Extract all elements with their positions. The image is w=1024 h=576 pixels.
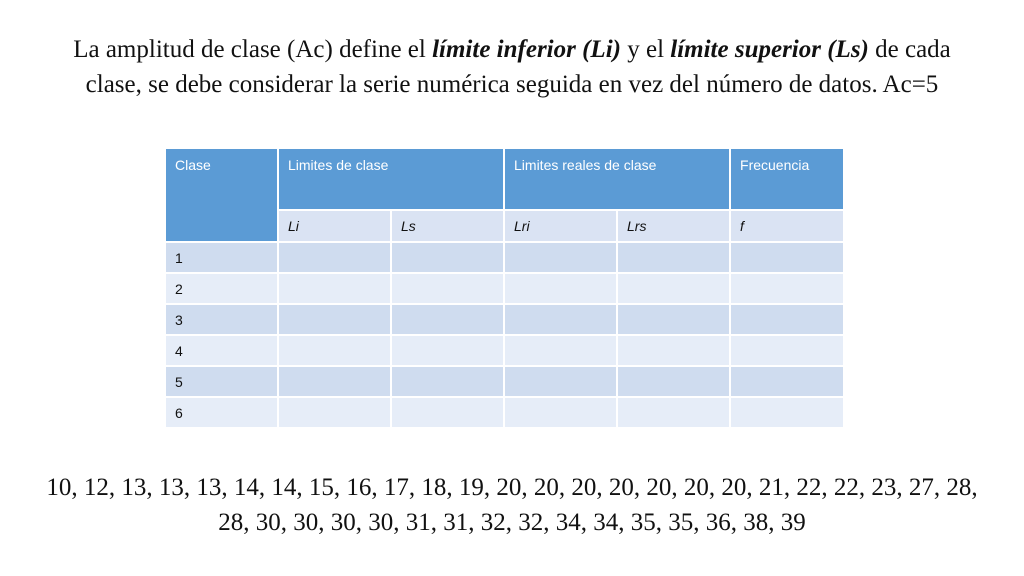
cell-lri	[503, 303, 619, 336]
cell-lri	[503, 396, 619, 429]
cell-lri	[503, 334, 619, 367]
cell-f	[729, 365, 846, 398]
table-row: 6	[164, 396, 846, 429]
heading-text-2: y el	[620, 36, 671, 63]
cell-f	[729, 334, 846, 367]
row-clase: 4	[164, 334, 279, 367]
heading-bold-limite-inferior: límite inferior (Li)	[432, 36, 621, 63]
header-limites-de-clase: Limites de clase	[276, 147, 506, 211]
cell-ls	[389, 303, 506, 336]
cell-ls	[389, 241, 506, 274]
subheader-f: f	[729, 209, 846, 243]
cell-li	[277, 365, 392, 398]
heading-text-1: La amplitud de clase (Ac) define el	[73, 36, 433, 63]
cell-ls	[389, 272, 506, 305]
table-row: 2	[164, 272, 846, 305]
table-row: 4	[164, 334, 846, 367]
cell-ls	[389, 396, 506, 429]
header-limites-reales: Limites reales de clase	[503, 147, 732, 211]
table-row: 5	[164, 365, 846, 398]
row-clase: 3	[164, 303, 279, 336]
table-header-row: Clase Limites de clase Limites reales de…	[164, 147, 846, 243]
data-series-text: 10, 12, 13, 13, 13, 14, 14, 15, 16, 17, …	[46, 474, 978, 536]
subheader-lri: Lri	[503, 209, 619, 243]
cell-lrs	[616, 365, 732, 398]
cell-lrs	[616, 272, 732, 305]
cell-f	[729, 303, 846, 336]
cell-ls	[389, 334, 506, 367]
cell-li	[277, 396, 392, 429]
cell-ls	[389, 365, 506, 398]
subheader-ls: Ls	[389, 209, 506, 243]
cell-lri	[503, 365, 619, 398]
cell-lri	[503, 272, 619, 305]
heading-text-3: de cada clase, se debe considerar la ser…	[85, 36, 951, 98]
row-clase: 1	[164, 241, 279, 274]
cell-li	[277, 272, 392, 305]
cell-f	[729, 396, 846, 429]
heading-bold-limite-superior: límite superior (Ls)	[670, 36, 869, 63]
cell-lri	[503, 241, 619, 274]
slide-heading: La amplitud de clase (Ac) define el lími…	[60, 32, 964, 102]
header-clase: Clase	[164, 147, 279, 243]
row-clase: 6	[164, 396, 279, 429]
table-row: 3	[164, 303, 846, 336]
frequency-table: Clase Limites de clase Limites reales de…	[164, 147, 846, 429]
row-clase: 2	[164, 272, 279, 305]
cell-li	[277, 334, 392, 367]
cell-lrs	[616, 334, 732, 367]
table-row: 1	[164, 241, 846, 274]
subheader-lrs: Lrs	[616, 209, 732, 243]
cell-f	[729, 272, 846, 305]
cell-li	[277, 303, 392, 336]
cell-li	[277, 241, 392, 274]
header-frecuencia: Frecuencia	[729, 147, 846, 211]
cell-lrs	[616, 396, 732, 429]
table-subheader-row: Li Ls Lri Lrs f	[165, 209, 846, 243]
row-clase: 5	[164, 365, 279, 398]
cell-lrs	[616, 241, 732, 274]
cell-f	[729, 241, 846, 274]
cell-lrs	[616, 303, 732, 336]
subheader-li: Li	[277, 209, 392, 243]
